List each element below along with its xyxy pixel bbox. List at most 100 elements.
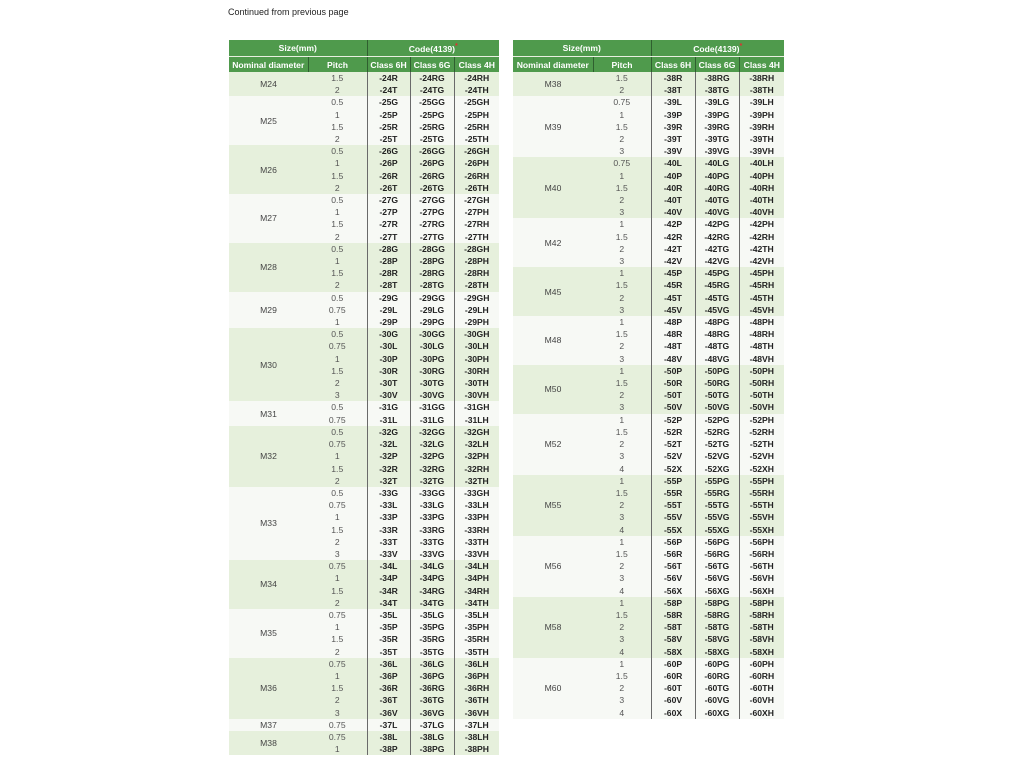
table-row: M56 1 -56P -56PG -56PH: [513, 535, 785, 597]
class-6g-cell: -45VG: [694, 303, 740, 317]
class-6g-cell: -33VG: [409, 547, 455, 561]
pitch-cell: 2: [593, 242, 652, 256]
table-row: 1 -33P -33PG -33PH: [229, 511, 500, 524]
class-6h-cell: -38R: [650, 72, 696, 85]
class-4h-cell: -36PH: [453, 669, 500, 683]
class-6g-cell: -27TG: [409, 230, 455, 243]
class-6g-cell: -39LG: [694, 96, 740, 109]
class-6g-cell: -39PG: [694, 108, 740, 121]
class-6h-cell: -40V: [650, 206, 696, 219]
class-6g-cell: -40VG: [694, 206, 740, 219]
table-row: 0.75 -33L -33LG -33LH: [229, 499, 500, 512]
class-4h-cell: -40TH: [738, 194, 785, 207]
class-4h-cell: -45PH: [738, 267, 785, 280]
header-6h: Class 6H: [650, 56, 696, 72]
class-6g-cell: -25PG: [409, 108, 455, 121]
class-4h-cell: -26PH: [453, 157, 500, 170]
class-4h-cell: -30VH: [453, 389, 500, 402]
table-row: 3 -40V -40VG -40VH: [513, 206, 785, 219]
pitch-cell: 0.75: [308, 438, 368, 451]
class-6h-cell: -48R: [650, 328, 696, 341]
pitch-cell: 4: [593, 706, 652, 719]
class-6h-cell: -33V: [366, 547, 411, 561]
header-code: Code(4139)*: [366, 40, 500, 57]
pitch-cell: 2: [593, 194, 652, 207]
class-6h-cell: -45P: [650, 267, 696, 280]
class-6g-cell: -38PG: [409, 743, 455, 756]
pitch-cell: 4: [593, 645, 652, 658]
pitch-cell: 0.5: [308, 194, 368, 207]
table-row: 3 -45V -45VG -45VH: [513, 303, 785, 317]
class-6h-cell: -45V: [650, 303, 696, 317]
class-6g-cell: -26RG: [409, 169, 455, 182]
class-6g-cell: -35TG: [409, 645, 455, 658]
class-4h-cell: -30GH: [453, 328, 500, 341]
class-6h-cell: -32R: [366, 462, 411, 475]
table-row: M42 1 -42P -42PG -42PH: [513, 218, 785, 268]
class-6g-cell: -35PG: [409, 621, 455, 634]
nominal-diameter-cell: M40: [513, 157, 593, 219]
pitch-cell: 2: [593, 133, 652, 146]
table-row: 1.5 -39R -39RG -39RH: [513, 120, 785, 134]
class-6g-cell: -40RG: [694, 181, 740, 195]
class-6g-cell: -33GG: [409, 486, 455, 500]
class-4h-cell: -25PH: [453, 108, 500, 121]
class-6g-cell: -30LG: [409, 340, 455, 353]
class-6g-cell: -36TG: [409, 694, 455, 707]
class-4h-cell: -32GH: [453, 425, 500, 439]
class-6g-cell: -34LG: [409, 560, 455, 573]
size-group: M42 1 -42P -42PG -42PH 1.5 -42R -42RG -42RH 2 -42T…: [513, 218, 785, 268]
table-row: 2 -39T -39TG -39TH: [513, 133, 785, 146]
nominal-diameter-cell: M45: [513, 267, 593, 317]
class-4h-cell: -30TH: [453, 377, 500, 390]
class-6h-cell: -33R: [366, 523, 411, 536]
table-row: 2 -58T -58TG -58TH: [513, 621, 785, 634]
class-4h-cell: -38TH: [738, 84, 785, 97]
class-6h-cell: -50T: [650, 389, 696, 402]
pitch-cell: 0.75: [308, 608, 368, 622]
pitch-cell: 2: [593, 438, 652, 451]
class-4h-cell: -48RH: [738, 328, 785, 341]
class-4h-cell: -32RH: [453, 462, 500, 475]
class-6g-cell: -32GG: [409, 425, 455, 439]
class-6g-cell: -26TG: [409, 181, 455, 195]
pitch-cell: 3: [593, 352, 652, 365]
pitch-cell: 0.75: [308, 499, 368, 512]
class-6h-cell: -37L: [366, 718, 411, 731]
pitch-cell: 2: [308, 279, 368, 292]
header-6g: Class 6G: [694, 56, 740, 72]
class-6h-cell: -27T: [366, 230, 411, 243]
class-6h-cell: -25P: [366, 108, 411, 121]
class-6g-cell: -28TG: [409, 279, 455, 292]
class-6h-cell: -29G: [366, 291, 411, 304]
pitch-cell: 1: [308, 572, 368, 585]
class-6g-cell: -58PG: [694, 596, 740, 609]
pitch-cell: 2: [308, 596, 368, 609]
pitch-cell: 2: [308, 645, 368, 658]
table-row: 1 -34P -34PG -34PH: [229, 572, 500, 585]
class-4h-cell: -25GH: [453, 96, 500, 109]
class-4h-cell: -40PH: [738, 169, 785, 182]
table-row: 1.5 -26R -26RG -26RH: [229, 169, 500, 182]
nominal-diameter-cell: M58: [513, 596, 593, 658]
size-group: M38 0.75 -38L -38LG -38LH 1 -38P -38PG -38PH: [229, 730, 500, 756]
pitch-cell: 1.5: [593, 669, 652, 683]
table-row: 1.5 -50R -50RG -50RH: [513, 377, 785, 390]
pitch-cell: 1.5: [593, 72, 652, 85]
class-4h-cell: -50VH: [738, 401, 785, 414]
table-row: M31 0.5 -31G -31GG -31GH: [229, 401, 500, 426]
class-6h-cell: -56X: [650, 584, 696, 597]
table-row: 2 -26T -26TG -26TH: [229, 181, 500, 195]
pitch-cell: 1: [593, 218, 652, 231]
table-row: 1 -25P -25PG -25PH: [229, 108, 500, 121]
class-4h-cell: -38PH: [453, 743, 500, 756]
class-6g-cell: -60TG: [694, 682, 740, 695]
size-group: M32 0.5 -32G -32GG -32GH 0.75 -32L -32LG -32LH 1-…: [229, 425, 500, 487]
class-6g-cell: -50PG: [694, 364, 740, 378]
pitch-cell: 1.5: [308, 218, 368, 231]
class-6g-cell: -52XG: [694, 462, 740, 475]
class-4h-cell: -60PH: [738, 657, 785, 670]
pitch-cell: 1: [593, 535, 652, 548]
class-6g-cell: -36RG: [409, 682, 455, 695]
pitch-cell: 2: [593, 291, 652, 304]
